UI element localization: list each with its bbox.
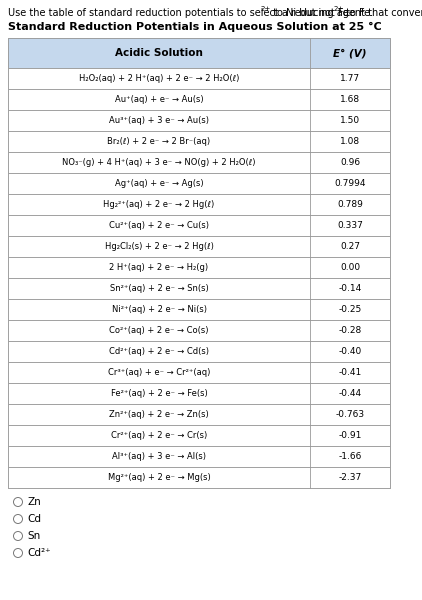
Text: Sn: Sn	[27, 531, 40, 541]
Text: -0.41: -0.41	[338, 368, 362, 377]
Bar	[8, 341, 390, 362]
Text: -0.91: -0.91	[338, 431, 362, 440]
Text: Al³⁺(aq) + 3 e⁻ → Al(s): Al³⁺(aq) + 3 e⁻ → Al(s)	[112, 452, 206, 461]
Bar	[8, 467, 390, 488]
Text: Cr³⁺(aq) + e⁻ → Cr²⁺(aq): Cr³⁺(aq) + e⁻ → Cr²⁺(aq)	[108, 368, 210, 377]
Circle shape	[14, 548, 22, 557]
Text: 2+: 2+	[334, 6, 344, 12]
Bar	[8, 362, 390, 383]
Text: Cu²⁺(aq) + 2 e⁻ → Cu(s): Cu²⁺(aq) + 2 e⁻ → Cu(s)	[109, 221, 209, 230]
Text: Zn: Zn	[27, 497, 41, 507]
Bar	[8, 446, 390, 467]
Bar	[8, 299, 390, 320]
Text: Mg²⁺(aq) + 2 e⁻ → Mg(s): Mg²⁺(aq) + 2 e⁻ → Mg(s)	[108, 473, 211, 482]
Bar	[8, 215, 390, 236]
Text: to Fe.: to Fe.	[343, 8, 373, 18]
Text: Acidic Solution: Acidic Solution	[115, 48, 203, 58]
Bar	[8, 257, 390, 278]
Text: Ni²⁺(aq) + 2 e⁻ → Ni(s): Ni²⁺(aq) + 2 e⁻ → Ni(s)	[111, 305, 206, 314]
Text: 2+: 2+	[261, 6, 271, 12]
Bar	[8, 383, 390, 404]
Text: Ag⁺(aq) + e⁻ → Ag(s): Ag⁺(aq) + e⁻ → Ag(s)	[115, 179, 203, 188]
Text: Cr²⁺(aq) + 2 e⁻ → Cr(s): Cr²⁺(aq) + 2 e⁻ → Cr(s)	[111, 431, 207, 440]
Text: to Ni but not Fe: to Ni but not Fe	[270, 8, 349, 18]
Text: 0.27: 0.27	[340, 242, 360, 251]
Text: 0.337: 0.337	[337, 221, 363, 230]
Bar	[8, 404, 390, 425]
Circle shape	[14, 514, 22, 523]
Bar	[8, 152, 390, 173]
Bar	[8, 278, 390, 299]
Text: Use the table of standard reduction potentials to select a reducing agent that c: Use the table of standard reduction pote…	[8, 8, 422, 18]
Text: 1.08: 1.08	[340, 137, 360, 146]
Text: -0.44: -0.44	[338, 389, 362, 398]
Bar	[8, 68, 390, 89]
Text: -0.763: -0.763	[335, 410, 365, 419]
Bar	[8, 38, 390, 68]
Bar	[8, 194, 390, 215]
Bar	[8, 173, 390, 194]
Text: Zn²⁺(aq) + 2 e⁻ → Zn(s): Zn²⁺(aq) + 2 e⁻ → Zn(s)	[109, 410, 209, 419]
Text: -0.14: -0.14	[338, 284, 362, 293]
Text: 1.50: 1.50	[340, 116, 360, 125]
Text: Fe²⁺(aq) + 2 e⁻ → Fe(s): Fe²⁺(aq) + 2 e⁻ → Fe(s)	[111, 389, 207, 398]
Bar	[8, 131, 390, 152]
Bar	[8, 425, 390, 446]
Text: Cd²⁺: Cd²⁺	[27, 548, 51, 558]
Text: E° (V): E° (V)	[333, 48, 367, 58]
Text: 1.68: 1.68	[340, 95, 360, 104]
Text: 0.789: 0.789	[337, 200, 363, 209]
Bar	[8, 38, 390, 488]
Text: -1.66: -1.66	[338, 452, 362, 461]
Text: Standard Reduction Potentials in Aqueous Solution at 25 °C: Standard Reduction Potentials in Aqueous…	[8, 22, 382, 32]
Text: Au⁺(aq) + e⁻ → Au(s): Au⁺(aq) + e⁻ → Au(s)	[115, 95, 203, 104]
Text: Hg₂²⁺(aq) + 2 e⁻ → 2 Hg(ℓ): Hg₂²⁺(aq) + 2 e⁻ → 2 Hg(ℓ)	[103, 200, 215, 209]
Text: 1.77: 1.77	[340, 74, 360, 83]
Circle shape	[14, 497, 22, 506]
Text: -0.28: -0.28	[338, 326, 362, 335]
Text: H₂O₂(aq) + 2 H⁺(aq) + 2 e⁻ → 2 H₂O(ℓ): H₂O₂(aq) + 2 H⁺(aq) + 2 e⁻ → 2 H₂O(ℓ)	[79, 74, 239, 83]
Text: NO₃⁻(g) + 4 H⁺(aq) + 3 e⁻ → NO(g) + 2 H₂O(ℓ): NO₃⁻(g) + 4 H⁺(aq) + 3 e⁻ → NO(g) + 2 H₂…	[62, 158, 256, 167]
Text: Au³⁺(aq) + 3 e⁻ → Au(s): Au³⁺(aq) + 3 e⁻ → Au(s)	[109, 116, 209, 125]
Text: -0.40: -0.40	[338, 347, 362, 356]
Text: -0.25: -0.25	[338, 305, 362, 314]
Text: Cd: Cd	[27, 514, 41, 524]
Text: Hg₂Cl₂(s) + 2 e⁻ → 2 Hg(ℓ): Hg₂Cl₂(s) + 2 e⁻ → 2 Hg(ℓ)	[105, 242, 214, 251]
Text: Sn²⁺(aq) + 2 e⁻ → Sn(s): Sn²⁺(aq) + 2 e⁻ → Sn(s)	[110, 284, 208, 293]
Bar	[8, 89, 390, 110]
Text: -2.37: -2.37	[338, 473, 362, 482]
Text: 0.00: 0.00	[340, 263, 360, 272]
Text: 2 H⁺(aq) + 2 e⁻ → H₂(g): 2 H⁺(aq) + 2 e⁻ → H₂(g)	[109, 263, 208, 272]
Circle shape	[14, 532, 22, 541]
Bar	[8, 320, 390, 341]
Text: 0.7994: 0.7994	[334, 179, 366, 188]
Text: Br₂(ℓ) + 2 e⁻ → 2 Br⁻(aq): Br₂(ℓ) + 2 e⁻ → 2 Br⁻(aq)	[108, 137, 211, 146]
Bar	[8, 236, 390, 257]
Text: Co²⁺(aq) + 2 e⁻ → Co(s): Co²⁺(aq) + 2 e⁻ → Co(s)	[109, 326, 209, 335]
Text: Cd²⁺(aq) + 2 e⁻ → Cd(s): Cd²⁺(aq) + 2 e⁻ → Cd(s)	[109, 347, 209, 356]
Text: 0.96: 0.96	[340, 158, 360, 167]
Bar	[8, 110, 390, 131]
